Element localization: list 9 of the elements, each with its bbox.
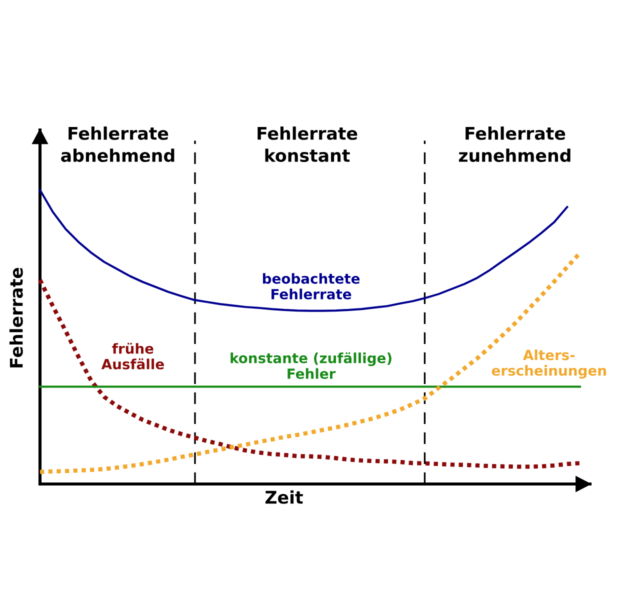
series-label: frühe Ausfälle: [101, 342, 164, 370]
y-axis-title: Fehlerrate: [9, 268, 23, 368]
text: Fehlerrate abnehmend: [61, 126, 174, 162]
series-label: beobachtete Fehlerrate: [262, 273, 360, 300]
series-label: Alters- erscheinungen: [492, 349, 606, 379]
series-label: konstante (zufällige) Fehler: [230, 352, 392, 379]
text: Fehlerrate konstant: [258, 126, 358, 162]
text: Fehlerrate zunehmend: [458, 126, 570, 162]
x-axis-title: Zeit: [265, 490, 303, 504]
